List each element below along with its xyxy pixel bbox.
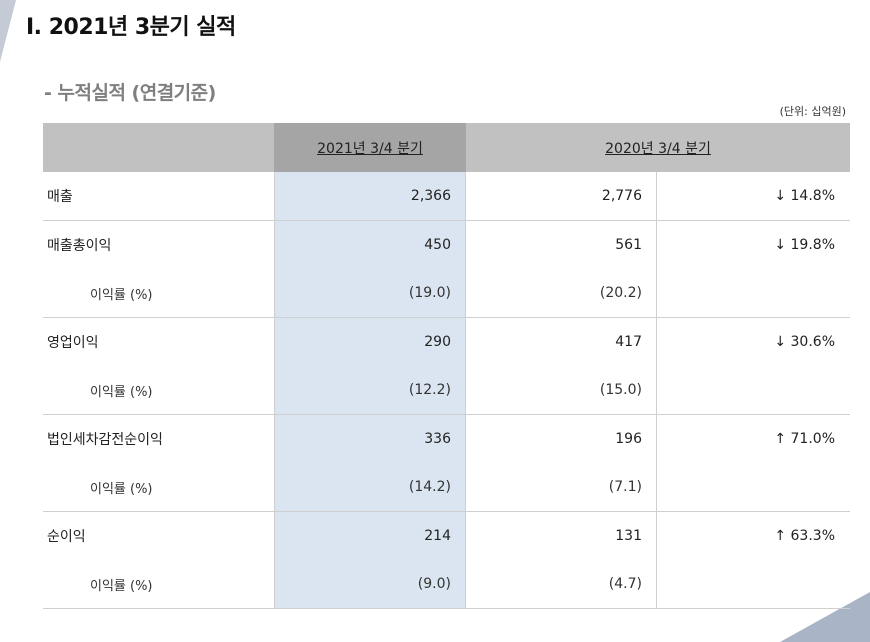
row-label: 순이익 [47,529,86,545]
row-label: 영업이익 [47,335,99,351]
section-subtitle: - 누적실적 (연결기준) [44,82,216,104]
empty-cell [657,560,850,608]
current-margin: (14.2) [274,463,466,511]
current-value: 336 [274,415,466,463]
table-row-margin: 이익률 (%) (19.0) (20.2) [43,269,850,317]
change-value: ↓ 14.8% [774,188,835,204]
page-title: I. 2021년 3분기 실적 [26,15,236,40]
previous-margin: (20.2) [466,269,657,317]
row-group-revenue: 매출 2,366 2,776 ↓ 14.8% [43,172,850,221]
table-row-margin: 이익률 (%) (12.2) (15.0) [43,366,850,414]
current-value: 2,366 [274,172,466,220]
table-row: 매출 2,366 2,776 ↓ 14.8% [43,172,850,220]
table-row: 매출총이익 450 561 ↓ 19.8% [43,221,850,269]
row-group-net-income: 순이익 214 131 ↑ 63.3% 이익률 (%) (9.0) (4.7) [43,512,850,609]
current-value: 450 [274,221,466,269]
previous-value: 2,776 [466,172,657,220]
empty-cell [657,463,850,511]
row-group-gross-profit: 매출총이익 450 561 ↓ 19.8% 이익률 (%) (19.0) (20… [43,221,850,318]
margin-label: 이익률 (%) [90,287,153,303]
table-header: 2021년 3/4 분기 2020년 3/4 분기 [43,123,850,172]
previous-value: 561 [466,221,657,269]
current-margin: (19.0) [274,269,466,317]
corner-decoration-bottom-right [780,592,870,642]
previous-value: 196 [466,415,657,463]
row-group-pretax-income: 법인세차감전순이익 336 196 ↑ 71.0% 이익률 (%) (14.2)… [43,415,850,512]
change-value: ↑ 71.0% [774,431,835,447]
margin-label: 이익률 (%) [90,578,153,594]
header-previous-period: 2020년 3/4 분기 [466,123,850,172]
previous-margin: (15.0) [466,366,657,414]
change-value: ↓ 19.8% [774,237,835,253]
previous-value: 131 [466,512,657,560]
previous-value: 417 [466,318,657,366]
previous-margin: (7.1) [466,463,657,511]
header-current-period: 2021년 3/4 분기 [274,123,466,172]
table-row: 영업이익 290 417 ↓ 30.6% [43,318,850,366]
table-row-margin: 이익률 (%) (9.0) (4.7) [43,560,850,608]
header-blank [43,123,274,172]
row-label: 매출총이익 [47,238,112,254]
table-row: 순이익 214 131 ↑ 63.3% [43,512,850,560]
current-margin: (12.2) [274,366,466,414]
previous-margin: (4.7) [466,560,657,608]
margin-label: 이익률 (%) [90,384,153,400]
current-value: 290 [274,318,466,366]
empty-cell [657,366,850,414]
row-group-operating-profit: 영업이익 290 417 ↓ 30.6% 이익률 (%) (12.2) (15.… [43,318,850,415]
empty-cell [657,269,850,317]
table-row-margin: 이익률 (%) (14.2) (7.1) [43,463,850,511]
change-value: ↑ 63.3% [774,528,835,544]
current-value: 214 [274,512,466,560]
table-row: 법인세차감전순이익 336 196 ↑ 71.0% [43,415,850,463]
change-value: ↓ 30.6% [774,334,835,350]
margin-label: 이익률 (%) [90,481,153,497]
current-margin: (9.0) [274,560,466,608]
corner-decoration-top-left [0,0,16,62]
unit-note: (단위: 십억원) [779,105,846,118]
results-table: 2021년 3/4 분기 2020년 3/4 분기 매출 2,366 2,776… [43,123,850,609]
row-label: 매출 [47,189,73,205]
row-label: 법인세차감전순이익 [47,432,163,448]
